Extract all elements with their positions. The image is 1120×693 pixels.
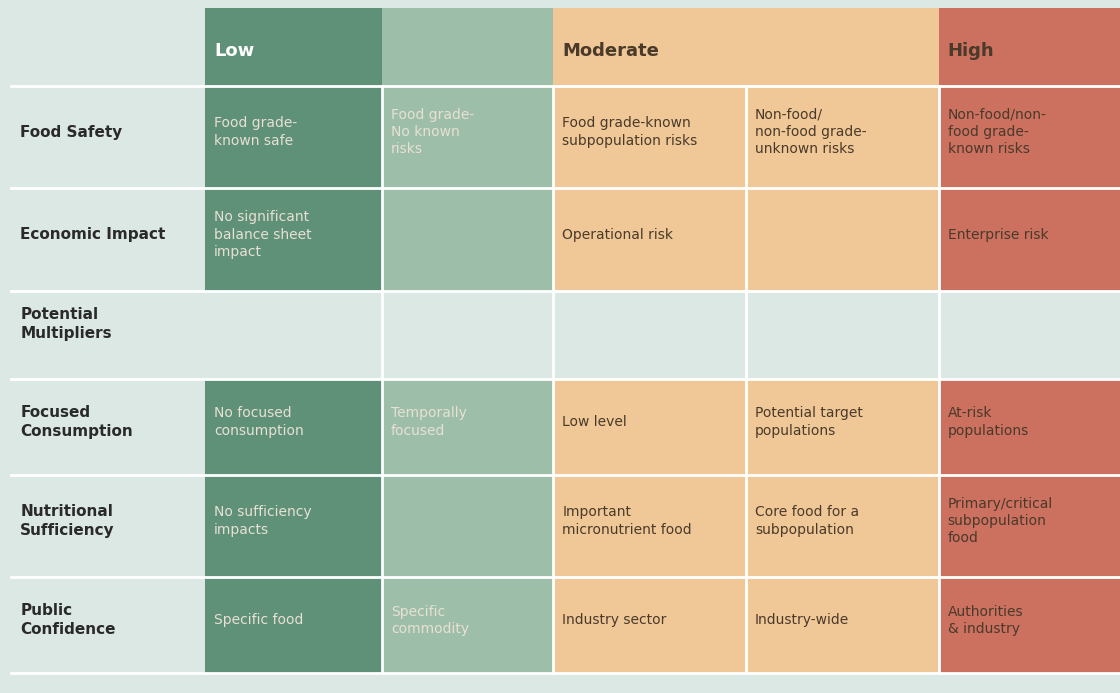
Bar (553, 188, 746, 291)
Text: Primary/critical
subpopulation
food: Primary/critical subpopulation food (948, 497, 1053, 545)
Text: Potential
Multipliers: Potential Multipliers (20, 307, 112, 341)
Bar (205, 188, 382, 291)
Bar (939, 8, 1120, 86)
Bar (205, 577, 382, 673)
Text: Food grade-known
subpopulation risks: Food grade-known subpopulation risks (562, 116, 698, 148)
Bar (746, 8, 939, 86)
Bar (11, 291, 205, 364)
Text: At-risk
populations: At-risk populations (948, 407, 1029, 438)
Text: Low level: Low level (562, 415, 627, 429)
Bar (382, 475, 553, 577)
Text: Authorities
& industry: Authorities & industry (948, 605, 1024, 636)
Bar (939, 577, 1120, 673)
Bar (939, 475, 1120, 577)
Bar (746, 379, 939, 475)
Bar (382, 379, 553, 475)
Bar (382, 8, 553, 86)
Text: No sufficiency
impacts: No sufficiency impacts (214, 505, 311, 536)
Bar (205, 8, 382, 86)
Bar (205, 379, 382, 475)
Text: Enterprise risk: Enterprise risk (948, 227, 1048, 242)
Text: Nutritional
Sufficiency: Nutritional Sufficiency (20, 504, 114, 538)
Bar (205, 475, 382, 577)
Bar (11, 188, 205, 291)
Bar (746, 188, 939, 291)
Bar (746, 577, 939, 673)
Bar (553, 86, 746, 188)
Bar (382, 86, 553, 188)
Bar (553, 577, 746, 673)
Bar (553, 8, 746, 86)
Bar (939, 291, 1120, 364)
Bar (382, 188, 553, 291)
Bar (746, 291, 939, 364)
Text: Potential target
populations: Potential target populations (755, 407, 862, 438)
Bar (746, 475, 939, 577)
Text: Important
micronutrient food: Important micronutrient food (562, 505, 692, 536)
Text: Specific
commodity: Specific commodity (391, 605, 469, 636)
Text: Industry-wide: Industry-wide (755, 613, 849, 627)
Bar (553, 475, 746, 577)
Bar (382, 577, 553, 673)
Text: Moderate: Moderate (562, 42, 659, 60)
Text: Economic Impact: Economic Impact (20, 227, 166, 242)
Bar (205, 291, 382, 364)
Bar (939, 86, 1120, 188)
Bar (746, 86, 939, 188)
Bar (382, 291, 553, 364)
Bar (11, 364, 1120, 379)
Text: Food Safety: Food Safety (20, 125, 122, 139)
Text: Food grade-
No known
risks: Food grade- No known risks (391, 108, 474, 157)
Text: Low: Low (214, 42, 254, 60)
Text: Core food for a
subpopulation: Core food for a subpopulation (755, 505, 859, 536)
Text: Food grade-
known safe: Food grade- known safe (214, 116, 297, 148)
Bar (553, 379, 746, 475)
Text: Operational risk: Operational risk (562, 227, 673, 242)
Text: No significant
balance sheet
impact: No significant balance sheet impact (214, 211, 311, 259)
Bar (11, 86, 205, 188)
Text: Focused
Consumption: Focused Consumption (20, 405, 133, 439)
Bar (553, 291, 746, 364)
Text: Industry sector: Industry sector (562, 613, 666, 627)
Text: Public
Confidence: Public Confidence (20, 603, 115, 638)
Text: High: High (948, 42, 995, 60)
Bar (939, 379, 1120, 475)
Text: No focused
consumption: No focused consumption (214, 407, 304, 438)
Text: Non-food/non-
food grade-
known risks: Non-food/non- food grade- known risks (948, 108, 1046, 157)
Text: Specific food: Specific food (214, 613, 304, 627)
Bar (11, 577, 205, 673)
Bar (11, 475, 205, 577)
Text: Non-food/
non-food grade-
unknown risks: Non-food/ non-food grade- unknown risks (755, 108, 867, 157)
Text: Temporally
focused: Temporally focused (391, 407, 467, 438)
Bar (939, 188, 1120, 291)
Bar (205, 86, 382, 188)
Bar (11, 379, 205, 475)
